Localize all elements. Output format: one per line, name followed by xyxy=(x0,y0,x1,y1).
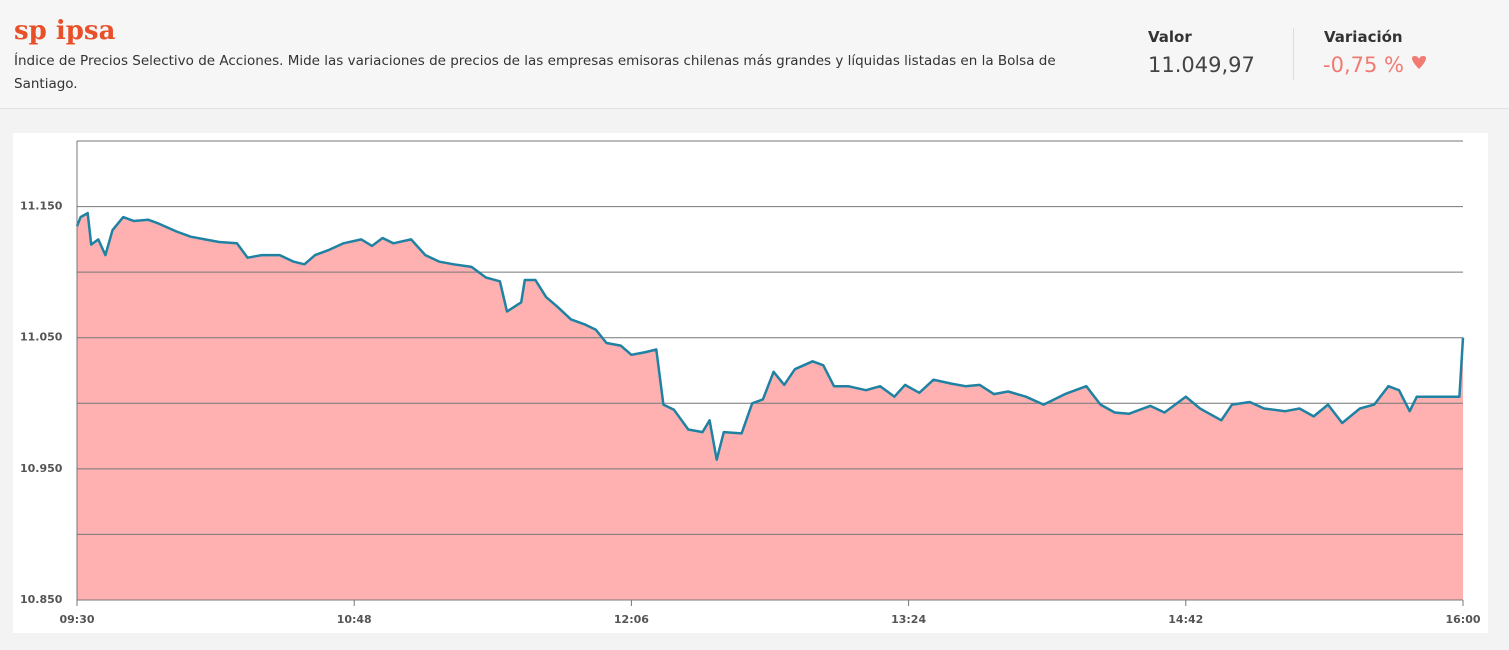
index-title: sp ipsa xyxy=(14,16,116,46)
x-tick-label: 14:42 xyxy=(1168,613,1203,626)
index-description: Índice de Precios Selectivo de Acciones.… xyxy=(14,53,1056,92)
header: sp ipsa Índice de Precios Selectivo de A… xyxy=(0,0,1509,109)
change: -0,75 % xyxy=(1323,53,1427,77)
y-tick-label: 10.950 xyxy=(20,462,63,475)
y-tick-label: 10.850 xyxy=(20,593,63,606)
change-value: -0,75 % xyxy=(1323,53,1404,77)
value: 11.049,97 xyxy=(1148,53,1255,77)
price-line xyxy=(75,211,1465,461)
down-icon xyxy=(1411,56,1426,69)
y-tick-label: 11.050 xyxy=(20,331,63,344)
divider xyxy=(1293,28,1294,80)
value-label: Valor xyxy=(1148,28,1192,46)
y-tick-label: 11.150 xyxy=(20,200,63,213)
change-label: Variación xyxy=(1324,28,1403,46)
area-fill xyxy=(77,213,1463,600)
x-tick-label: 09:30 xyxy=(59,613,94,626)
x-tick-label: 10:48 xyxy=(337,613,372,626)
x-tick-label: 16:00 xyxy=(1445,613,1480,626)
x-tick-label: 12:06 xyxy=(614,613,649,626)
x-tick-label: 13:24 xyxy=(891,613,926,626)
